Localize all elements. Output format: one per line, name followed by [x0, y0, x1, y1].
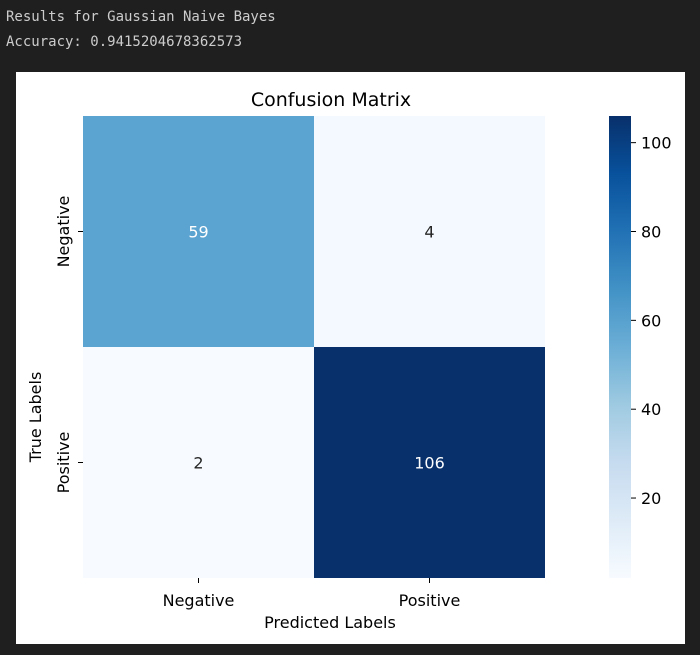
colorbar-tick-label-3: 80: [641, 223, 661, 242]
y-tick-label-1: Positive: [54, 432, 73, 494]
heatmap-cell-1-0: [83, 347, 314, 578]
colorbar-tick-label-0: 20: [641, 489, 661, 508]
confusion-matrix-figure: Confusion Matrix 59 4 2 106 Negative Positiv…: [16, 72, 685, 644]
x-tick-label-0: Negative: [163, 591, 235, 610]
heatmap-cell-label-1-1: 106: [414, 454, 445, 473]
colorbar-tick-label-1: 40: [641, 400, 661, 419]
heatmap-cell-0-0: [83, 116, 314, 347]
heatmap-cells: [83, 116, 545, 578]
colorbar: [609, 116, 631, 578]
heatmap-cell-label-0-0: 59: [188, 223, 208, 242]
heatmap-cell-1-1: [314, 347, 545, 578]
heatmap-cell-labels: 59 4 2 106: [188, 223, 444, 473]
heatmap-cell-label-1-0: 2: [193, 454, 203, 473]
chart-title: Confusion Matrix: [251, 89, 411, 111]
x-axis-label: Predicted Labels: [264, 613, 396, 632]
output-line-title: Results for Gaussian Naive Bayes: [6, 9, 276, 25]
x-tick-labels: Negative Positive: [163, 578, 461, 610]
confusion-matrix-chart: Confusion Matrix 59 4 2 106 Negative Positiv…: [26, 89, 672, 632]
colorbar-ticks: 20 40 60 80 100: [631, 134, 672, 508]
heatmap-cell-label-0-1: 4: [424, 223, 434, 242]
y-tick-label-0: Negative: [54, 196, 73, 268]
x-tick-label-1: Positive: [399, 591, 461, 610]
y-tick-labels: Negative Positive: [54, 196, 83, 494]
output-line-accuracy: Accuracy: 0.9415204678362573: [6, 34, 243, 50]
colorbar-tick-label-4: 100: [641, 134, 672, 153]
colorbar-tick-label-2: 60: [641, 311, 661, 330]
y-axis-label: True Labels: [26, 372, 45, 464]
heatmap-cell-0-1: [314, 116, 545, 347]
